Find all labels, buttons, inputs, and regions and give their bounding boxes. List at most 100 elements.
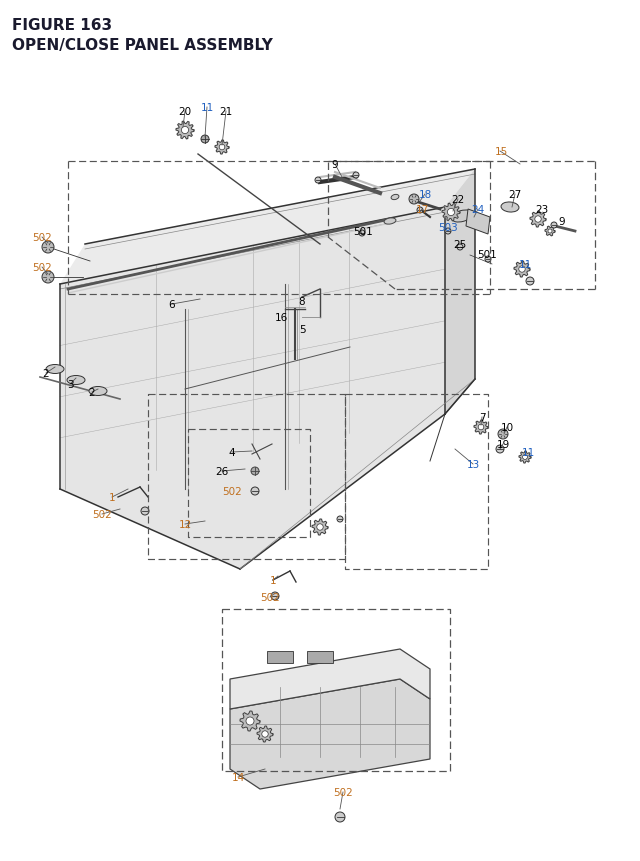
Text: 8: 8 [299,297,305,307]
Text: 15: 15 [494,147,508,157]
Polygon shape [466,210,490,235]
Circle shape [335,812,345,822]
Text: 502: 502 [32,232,52,243]
Circle shape [535,217,541,223]
Circle shape [219,145,225,151]
Text: 11: 11 [518,260,532,269]
Polygon shape [176,122,194,139]
Text: 10: 10 [500,423,513,432]
Ellipse shape [391,195,399,201]
Polygon shape [514,262,530,278]
Text: 5: 5 [299,325,305,335]
Ellipse shape [67,376,85,385]
Text: 11: 11 [522,448,534,457]
Ellipse shape [501,202,519,213]
Text: 6: 6 [169,300,175,310]
Text: 1: 1 [109,492,115,503]
Polygon shape [230,679,430,789]
Text: 502: 502 [32,263,52,273]
Circle shape [526,278,534,286]
Circle shape [251,468,259,475]
Text: 27: 27 [508,189,522,200]
Text: 502: 502 [333,787,353,797]
Text: 7: 7 [479,412,485,423]
Polygon shape [215,141,229,155]
Text: 14: 14 [232,772,244,782]
Polygon shape [257,726,273,742]
Text: 22: 22 [451,195,465,205]
FancyBboxPatch shape [307,651,333,663]
Circle shape [262,731,268,737]
Text: 20: 20 [179,107,191,117]
Circle shape [445,229,451,235]
Text: 2: 2 [43,369,49,379]
Text: 19: 19 [497,439,509,449]
Circle shape [353,173,359,179]
Text: OPEN/CLOSE PANEL ASSEMBLY: OPEN/CLOSE PANEL ASSEMBLY [12,38,273,53]
Circle shape [478,424,484,430]
Text: 4: 4 [228,448,236,457]
Circle shape [523,455,527,460]
Polygon shape [474,420,488,435]
Circle shape [201,136,209,144]
Text: 24: 24 [472,205,484,214]
Circle shape [246,717,254,725]
FancyBboxPatch shape [267,651,293,663]
Text: 9: 9 [559,217,565,226]
Text: 13: 13 [467,460,479,469]
Polygon shape [312,519,328,536]
Text: 2: 2 [89,387,95,398]
Text: 1: 1 [269,575,276,585]
Text: 9: 9 [332,160,339,170]
Ellipse shape [451,211,473,223]
Text: 3: 3 [67,380,74,389]
Polygon shape [60,170,475,285]
Circle shape [271,592,279,600]
Ellipse shape [46,365,64,374]
Circle shape [551,223,557,229]
Polygon shape [530,212,546,228]
Circle shape [42,242,54,254]
Text: FIGURE 163: FIGURE 163 [12,18,112,33]
Circle shape [498,430,508,439]
Text: 501: 501 [353,226,373,237]
Polygon shape [545,227,555,237]
Circle shape [447,209,454,216]
Circle shape [548,230,552,233]
Text: 501: 501 [477,250,497,260]
Polygon shape [445,170,475,414]
Text: 26: 26 [216,467,228,476]
Text: 23: 23 [536,205,548,214]
Circle shape [251,487,259,495]
Text: 21: 21 [220,107,232,117]
Text: 11: 11 [200,102,214,113]
Circle shape [359,231,365,237]
Circle shape [315,177,321,183]
Circle shape [519,267,525,273]
Polygon shape [230,649,430,709]
Text: 18: 18 [419,189,431,200]
Text: 503: 503 [438,223,458,232]
Circle shape [181,127,189,134]
Polygon shape [442,204,460,221]
Ellipse shape [89,387,107,396]
Circle shape [485,257,491,263]
Text: 12: 12 [179,519,191,530]
Text: 502: 502 [92,510,112,519]
Text: 25: 25 [453,239,467,250]
Polygon shape [519,451,531,463]
Text: 16: 16 [275,313,287,323]
Ellipse shape [384,219,396,225]
Circle shape [417,208,423,214]
Circle shape [317,524,323,530]
Circle shape [409,195,419,205]
Circle shape [457,245,463,251]
Circle shape [337,517,343,523]
Circle shape [496,445,504,454]
Polygon shape [240,711,260,731]
Text: 502: 502 [260,592,280,603]
Circle shape [141,507,149,516]
Text: 502: 502 [222,486,242,497]
Polygon shape [60,208,445,569]
Circle shape [42,272,54,283]
